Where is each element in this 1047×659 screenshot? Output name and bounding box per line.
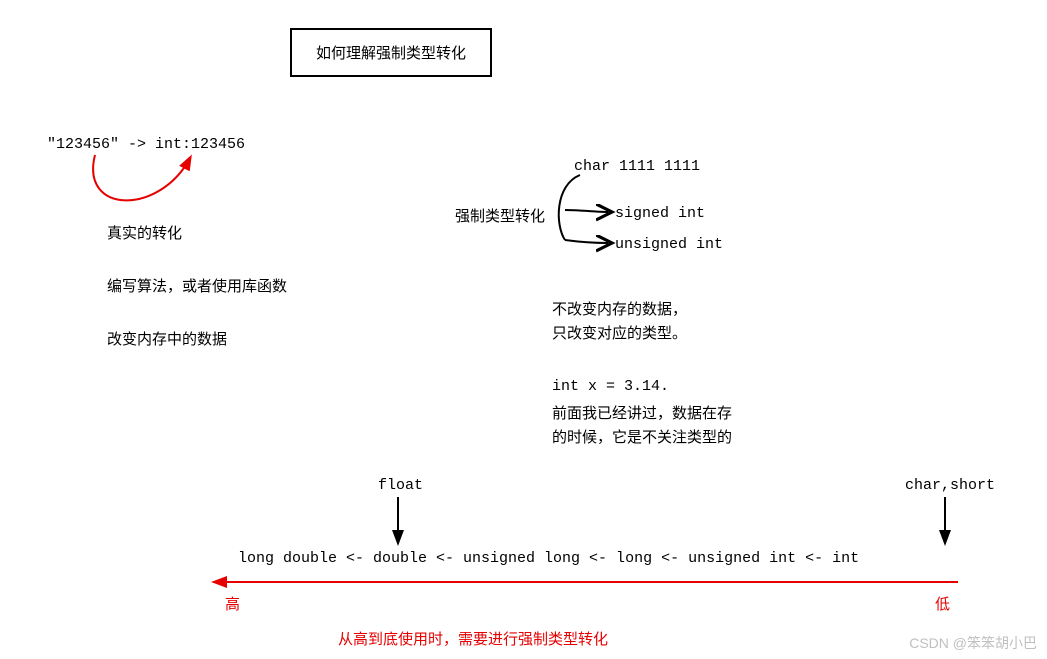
low-label: 低	[935, 593, 950, 614]
rank-note: 从高到底使用时，需要进行强制类型转化	[338, 628, 608, 649]
cast-branch-stem	[559, 175, 580, 240]
high-label: 高	[225, 593, 240, 614]
rank-chain: long double <- double <- unsigned long <…	[238, 550, 859, 567]
example-text: "123456" -> int:123456	[47, 136, 245, 153]
cast-branch-signed	[565, 210, 608, 212]
to-unsigned: unsigned int	[615, 236, 723, 253]
float-label: float	[378, 477, 423, 494]
watermark: CSDN @笨笨胡小巴	[909, 633, 1037, 653]
cast-label: 强制类型转化	[455, 205, 545, 226]
cast-branch-unsigned	[565, 240, 608, 243]
right-p1a: 不改变内存的数据，	[552, 298, 687, 319]
to-signed: signed int	[615, 205, 705, 222]
right-p2b: 前面我已经讲过，数据在存	[552, 402, 732, 423]
char-bits: char 1111 1111	[574, 158, 700, 175]
left-line-1: 真实的转化	[107, 222, 182, 243]
right-p1b: 只改变对应的类型。	[552, 322, 687, 343]
charshort-label: char,short	[905, 477, 995, 494]
red-curve-arrow	[93, 155, 190, 200]
right-p2c: 的时候，它是不关注类型的	[552, 426, 732, 447]
left-line-2: 编写算法，或者使用库函数	[107, 275, 287, 296]
left-line-3: 改变内存中的数据	[107, 328, 227, 349]
title-box: 如何理解强制类型转化	[290, 28, 492, 77]
title-text: 如何理解强制类型转化	[316, 46, 466, 62]
right-p2a: int x = 3.14.	[552, 378, 669, 395]
